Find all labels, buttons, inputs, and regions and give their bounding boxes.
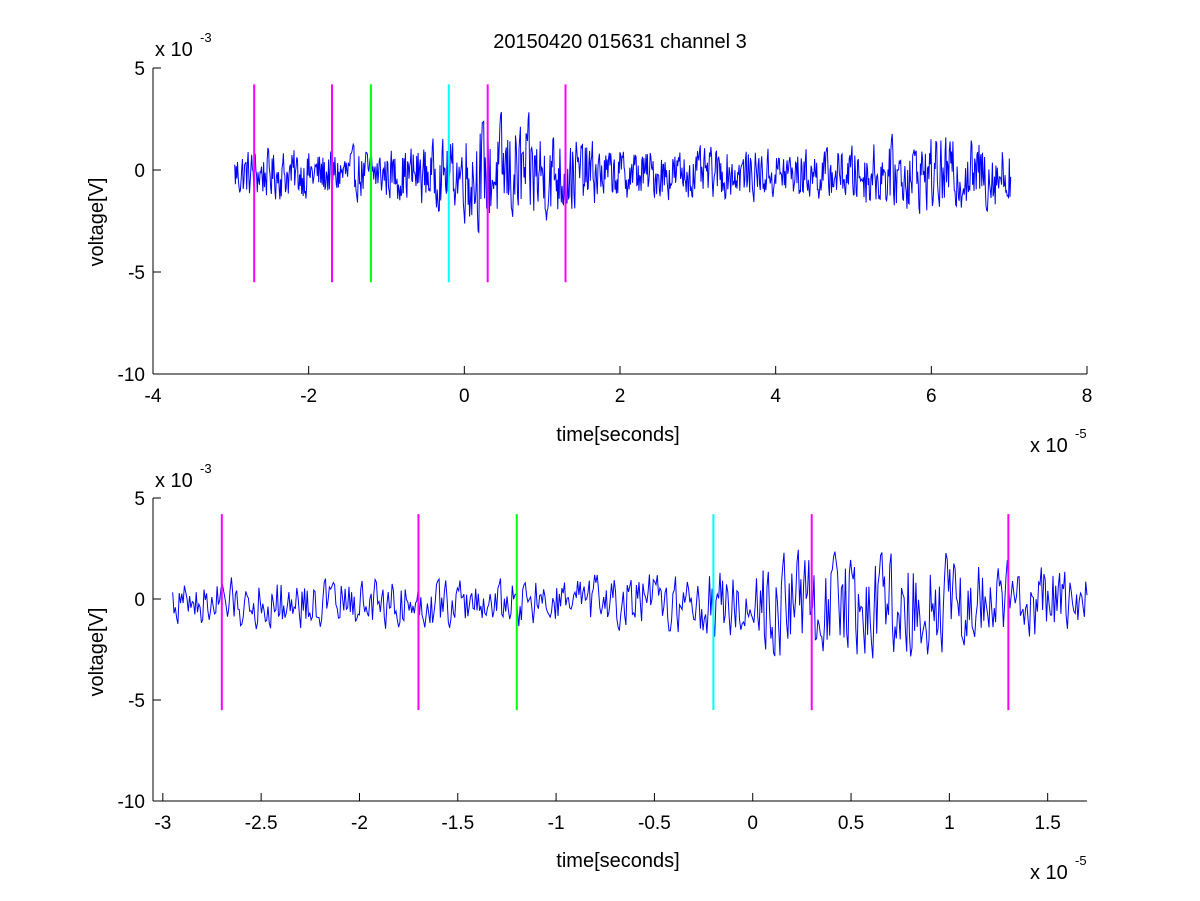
- top-x-tick-label: 0: [459, 386, 470, 407]
- top-x-tick-label: 8: [1082, 386, 1093, 407]
- bottom-series-layer: [172, 549, 1088, 659]
- bottom-x-tick-label: 1: [944, 813, 955, 834]
- bottom-y-axis-label: voltage[V]: [86, 608, 108, 697]
- top-y-multiplier: x 10 -3: [155, 30, 212, 61]
- bottom-x-axis-label: time[seconds]: [556, 850, 679, 872]
- top-x-multiplier-base: x 10: [1030, 435, 1068, 457]
- top-subplot: 20150420 015631 channel 3 x 10 -3 -4 -2 0 2…: [86, 30, 1092, 457]
- bottom-x-tick-label: -3: [154, 813, 171, 834]
- bottom-y-tick-label: 0: [134, 590, 145, 611]
- top-x-multiplier-exponent: -5: [1075, 426, 1087, 441]
- bottom-x-tick-label: -0.5: [638, 813, 671, 834]
- top-x-tick-label: 4: [770, 386, 781, 407]
- bottom-x-multiplier: x 10 -5: [1030, 853, 1087, 884]
- bottom-x-tick-label: 1.5: [1034, 813, 1060, 834]
- bottom-x-tick-label: -2.5: [245, 813, 278, 834]
- top-y-multiplier-base: x 10: [155, 39, 193, 61]
- bottom-y-multiplier-exponent: -3: [200, 461, 212, 476]
- bottom-ticks: [153, 497, 1049, 802]
- top-markers-layer: [253, 84, 567, 283]
- top-y-tick-label: -5: [128, 263, 145, 284]
- bottom-subplot: x 10 -3 -3 -2.5 -2 -1.5 -1 -0.5 0 0.5 1 1.5 -10 -5 0…: [86, 461, 1088, 884]
- bottom-x-tick-label: 0.5: [838, 813, 864, 834]
- bottom-axes-lines: [152, 498, 1087, 802]
- top-plot-area: -4 -2 0 2 4 6 8 -10 -5 0 5: [118, 59, 1093, 407]
- bottom-y-multiplier: x 10 -3: [155, 461, 212, 492]
- bottom-y-tick-label: 5: [134, 489, 145, 510]
- bottom-x-multiplier-base: x 10: [1030, 862, 1068, 884]
- top-y-axis-label: voltage[V]: [86, 178, 108, 267]
- bottom-tick-labels: -3 -2.5 -2 -1.5 -1 -0.5 0 0.5 1 1.5 -10 -5 0 5: [118, 489, 1061, 834]
- bottom-x-tick-label: -1: [548, 813, 565, 834]
- bottom-y-multiplier-base: x 10: [155, 470, 193, 492]
- top-y-tick-label: 5: [134, 59, 145, 80]
- bottom-x-tick-label: -2: [351, 813, 368, 834]
- top-tick-labels: -4 -2 0 2 4 6 8 -10 -5 0 5: [118, 59, 1093, 407]
- top-y-tick-label: -10: [118, 365, 145, 386]
- bottom-voltage-trace: [172, 549, 1088, 659]
- bottom-y-tick-label: -5: [128, 691, 145, 712]
- top-y-tick-label: 0: [134, 161, 145, 182]
- bottom-x-tick-label: 0: [747, 813, 758, 834]
- top-x-multiplier: x 10 -5: [1030, 426, 1087, 457]
- chart-title: 20150420 015631 channel 3: [493, 31, 747, 53]
- bottom-y-tick-label: -10: [118, 792, 145, 813]
- top-series-layer: [234, 111, 1012, 235]
- bottom-x-multiplier-exponent: -5: [1075, 853, 1087, 868]
- top-x-tick-label: 2: [615, 386, 626, 407]
- top-x-tick-label: -4: [145, 386, 162, 407]
- top-ticks: [152, 67, 1088, 375]
- top-y-multiplier-exponent: -3: [200, 30, 212, 45]
- bottom-markers-layer: [220, 514, 1010, 711]
- top-x-tick-label: -2: [300, 386, 317, 407]
- top-voltage-trace: [234, 111, 1012, 235]
- bottom-x-tick-label: -1.5: [441, 813, 474, 834]
- top-x-tick-label: 6: [926, 386, 937, 407]
- top-x-axis-label: time[seconds]: [556, 424, 679, 446]
- bottom-plot-area: -3 -2.5 -2 -1.5 -1 -0.5 0 0.5 1 1.5 -10 -5 0 5: [118, 489, 1088, 834]
